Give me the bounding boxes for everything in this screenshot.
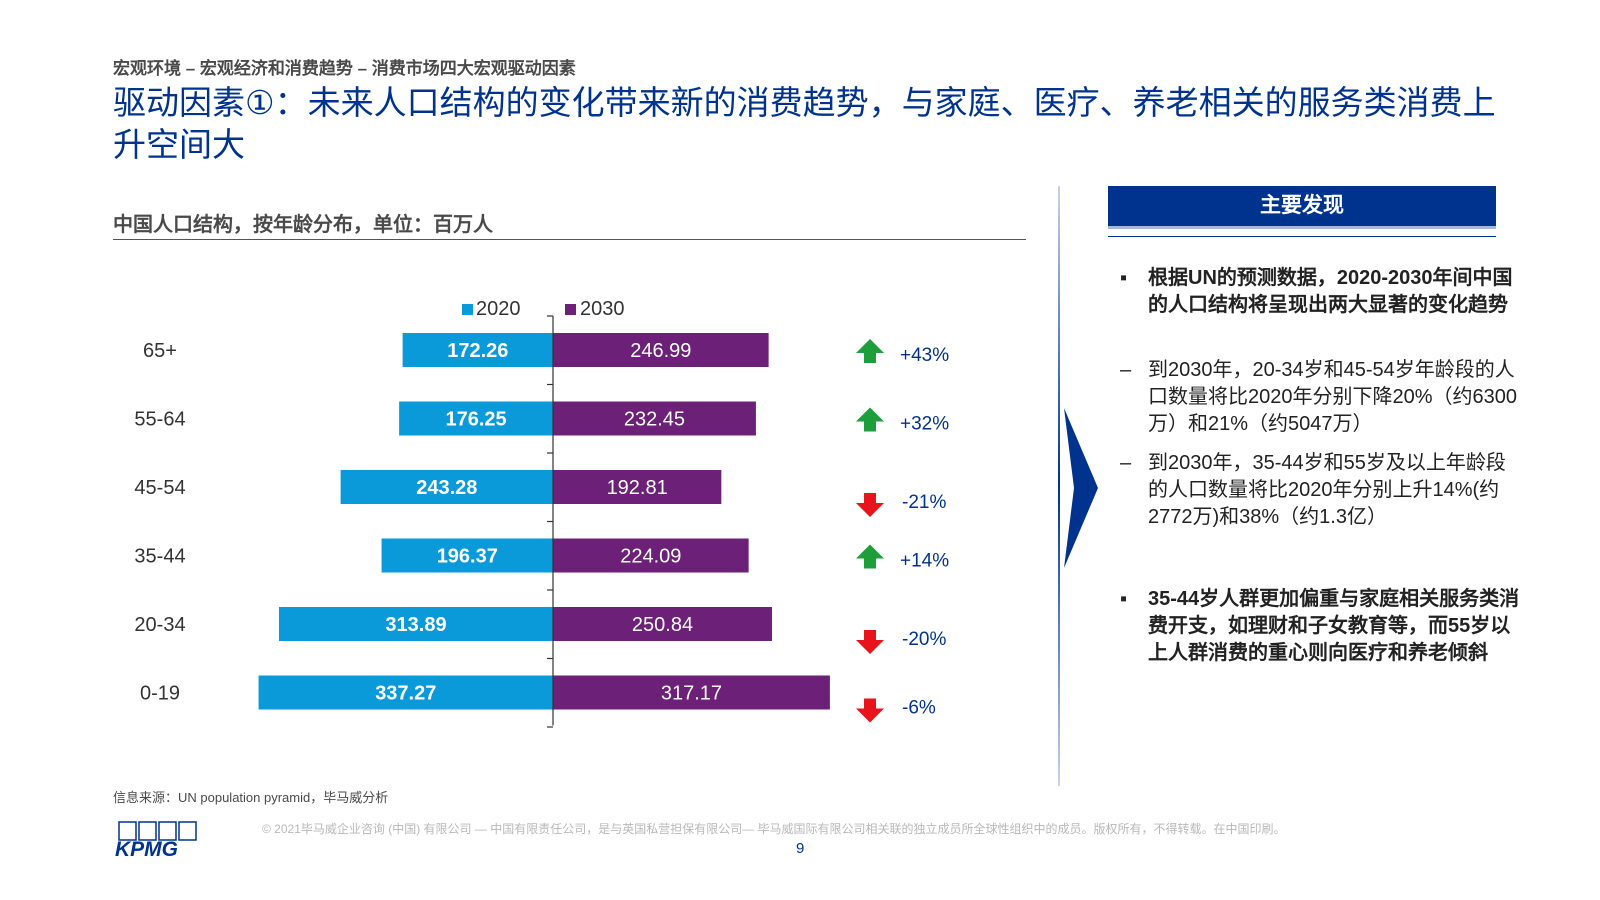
- findings-divider: [1108, 236, 1496, 237]
- category-label: 55-64: [134, 409, 185, 431]
- population-pyramid-chart: 2020 2030 65+ 172.26 246.99 +43% 55-64 176.25 23…: [134, 298, 949, 728]
- bar-2030: [553, 401, 756, 436]
- legend-swatch-2020: [462, 304, 473, 315]
- bar-label-2020: 172.26: [447, 340, 508, 362]
- category-label: 35-44: [134, 546, 185, 568]
- bar-2020: [402, 333, 553, 367]
- arrow-up-icon: [856, 339, 884, 363]
- finding-item: – 到2030年，35-44岁和55岁及以上年龄段的人口数量将比2020年分别上…: [1120, 450, 1520, 531]
- bar-label-2030: 250.84: [632, 614, 693, 636]
- legend-label-2030: 2030: [580, 298, 625, 320]
- bar-2020: [381, 538, 553, 573]
- bar-2020: [258, 675, 553, 710]
- change-label: -6%: [902, 698, 936, 719]
- vertical-divider: [1058, 186, 1060, 786]
- change-label: -21%: [902, 492, 946, 513]
- arrow-up-icon: [856, 407, 884, 432]
- finding-text: 根据UN的预测数据，2020-2030年间中国的人口结构将呈现出两大显著的变化趋…: [1148, 267, 1513, 316]
- change-label: +32%: [900, 414, 949, 435]
- bullet-marker: ▪: [1120, 267, 1128, 289]
- category-label: 65+: [143, 340, 177, 362]
- dash-marker: –: [1120, 452, 1132, 474]
- finding-item: ▪ 35-44岁人群更加偏重与家庭相关服务类消费开支，如理财和子女教育等，而55…: [1120, 586, 1520, 667]
- bar-label-2030: 192.81: [607, 477, 668, 499]
- change-label: +43%: [900, 345, 949, 366]
- copyright-notice: © 2021毕马威企业咨询 (中国) 有限公司 — 中国有限责任公司，是与英国私…: [262, 822, 1286, 836]
- change-label: +14%: [900, 551, 949, 572]
- category-label: 45-54: [134, 477, 185, 499]
- dash-marker: –: [1120, 359, 1132, 381]
- bar-label-2030: 224.09: [620, 546, 681, 568]
- bar-2020: [278, 607, 553, 641]
- bar-label-2020: 313.89: [385, 614, 446, 636]
- bar-2020: [399, 401, 553, 436]
- legend-swatch-2030: [565, 304, 576, 315]
- arrow-down-icon: [856, 630, 884, 654]
- bar-2030: [553, 675, 830, 710]
- subtitle-divider: [113, 239, 1026, 240]
- finding-text: 到2030年，35-44岁和55岁及以上年龄段的人口数量将比2020年分别上升1…: [1148, 452, 1506, 528]
- arrow-up-icon: [856, 544, 884, 569]
- page-title: 驱动因素①：未来人口结构的变化带来新的消费趋势，与家庭、医疗、养老相关的服务类消…: [113, 84, 1496, 163]
- breadcrumb: 宏观环境 – 宏观经济和消费趋势 – 消费市场四大宏观驱动因素: [113, 59, 576, 78]
- arrow-down-icon: [856, 493, 884, 517]
- finding-item: – 到2030年，20-34岁和45-54岁年龄段的人口数量将比2020年分别下…: [1120, 357, 1520, 438]
- category-label: 0-19: [140, 683, 180, 705]
- legend-label-2020: 2020: [476, 298, 521, 320]
- bar-label-2030: 232.45: [624, 409, 685, 431]
- bar-label-2020: 337.27: [375, 683, 436, 705]
- findings-header: 主要发现: [1108, 186, 1496, 229]
- bar-2030: [553, 538, 749, 573]
- bar-2030: [553, 333, 769, 367]
- arrow-down-icon: [856, 698, 884, 723]
- bar-label-2030: 246.99: [630, 340, 691, 362]
- chevron-right-icon: [1064, 408, 1098, 568]
- bar-label-2020: 243.28: [416, 477, 477, 499]
- bullet-marker: ▪: [1120, 588, 1128, 610]
- bar-label-2030: 317.17: [661, 683, 722, 705]
- finding-text: 到2030年，20-34岁和45-54岁年龄段的人口数量将比2020年分别下降2…: [1148, 359, 1518, 435]
- bar-label-2020: 176.25: [445, 409, 506, 431]
- bar-2030: [553, 470, 722, 504]
- bar-2020: [340, 470, 553, 504]
- finding-text: 35-44岁人群更加偏重与家庭相关服务类消费开支，如理财和子女教育等，而55岁以…: [1148, 588, 1520, 664]
- finding-item: ▪ 根据UN的预测数据，2020-2030年间中国的人口结构将呈现出两大显著的变…: [1120, 265, 1520, 319]
- chart-subtitle: 中国人口结构，按年龄分布，单位：百万人: [113, 214, 493, 236]
- category-label: 20-34: [134, 614, 185, 636]
- source-note: 信息来源：UN population pyramid，毕马威分析: [113, 790, 389, 805]
- bar-label-2020: 196.37: [437, 546, 498, 568]
- change-label: -20%: [902, 629, 946, 650]
- kpmg-logo: KPMG: [115, 821, 197, 860]
- bar-2030: [553, 607, 772, 641]
- kpmg-logo-text: KPMG: [115, 838, 178, 860]
- page-number: 9: [796, 840, 805, 857]
